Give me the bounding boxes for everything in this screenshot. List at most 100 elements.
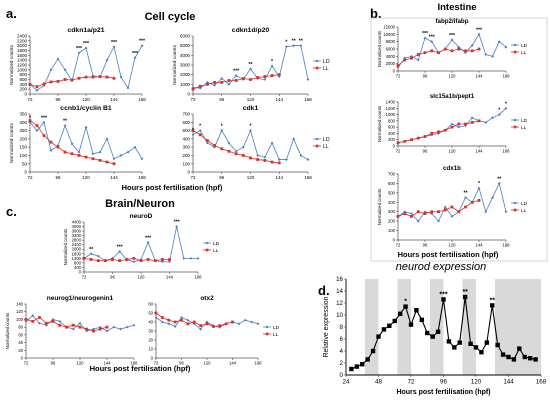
- data-point-ld: [437, 132, 440, 135]
- data-point-neurod: [500, 352, 506, 357]
- data-point-ll: [63, 150, 67, 154]
- data-point-ll: [234, 152, 238, 156]
- y-tick-label: 120: [16, 309, 24, 314]
- data-point-ll: [416, 136, 420, 140]
- y-tick-label: 6: [340, 336, 344, 343]
- y-tick-label: 50: [148, 310, 153, 315]
- data-point-ld: [199, 327, 203, 331]
- y-tick-label: 2: [340, 360, 344, 367]
- y-tick-label: 600: [388, 125, 396, 130]
- y-tick-label: 80: [18, 325, 23, 330]
- data-point-ll: [249, 78, 252, 81]
- data-point-ll: [241, 154, 245, 157]
- significance-marker: **: [292, 39, 297, 45]
- y-tick-label: 250: [19, 128, 27, 133]
- y-tick-label: 400: [74, 265, 82, 270]
- data-point-ll: [71, 323, 75, 327]
- data-point-ld: [396, 65, 400, 69]
- legend-label-ll: LL: [323, 66, 329, 72]
- chart-neurod-rnaseq: 0400800120016002000240028003200360040004…: [63, 213, 220, 280]
- data-point-ld: [241, 145, 245, 149]
- data-point-ll: [132, 256, 136, 260]
- x-tick-label: 168: [138, 97, 146, 102]
- data-point-ld: [118, 250, 122, 253]
- data-point-ld: [140, 157, 144, 161]
- data-point-ld: [457, 45, 461, 49]
- y-tick-label: 2000: [72, 247, 82, 252]
- data-point-ld: [49, 68, 53, 72]
- x-tick-label: 144: [476, 243, 484, 248]
- data-point-neurod: [484, 340, 490, 345]
- data-point-ld: [497, 182, 501, 185]
- data-point-ll: [249, 156, 252, 160]
- y-axis-label: Normalized counts: [377, 105, 382, 142]
- significance-marker: ***: [174, 220, 181, 226]
- data-point-ll: [396, 141, 400, 145]
- data-point-ld: [31, 314, 35, 317]
- x-tick-label: 144: [476, 74, 484, 79]
- data-point-ll: [430, 132, 434, 135]
- series-line-ld: [397, 107, 507, 144]
- data-point-neurod: [408, 322, 414, 327]
- x-tick-label: 168: [503, 74, 511, 79]
- data-point-ld: [168, 260, 171, 264]
- data-point-ll: [457, 122, 461, 126]
- y-tick-label: 20: [18, 348, 23, 353]
- legend-label-ld: LD: [273, 325, 280, 331]
- data-point-ld: [491, 54, 494, 58]
- data-point-ld: [237, 322, 241, 326]
- data-point-neurod: [441, 297, 446, 302]
- data-point-ll: [199, 324, 203, 327]
- chart-cdx1b: 0 100 200 300 400 500 600 700 72 96 120 144 168 cdx1b…: [377, 165, 528, 248]
- y-tick-label: 8000: [386, 39, 396, 44]
- x-tick-label: 120: [449, 74, 457, 79]
- y-axis-label: Normalized counts: [5, 312, 10, 349]
- data-point-ld: [189, 256, 193, 260]
- data-point-ll: [49, 140, 53, 144]
- data-point-ll: [112, 76, 116, 80]
- data-point-ll: [213, 144, 216, 147]
- data-point-ll: [241, 77, 245, 80]
- data-point-ll: [103, 259, 107, 263]
- data-point-ld: [213, 83, 216, 87]
- data-point-ll: [125, 258, 129, 261]
- data-point-ll: [42, 134, 46, 137]
- data-point-ld: [464, 124, 467, 127]
- y-tick-label: 0: [393, 237, 396, 242]
- data-point-ll: [35, 124, 39, 127]
- data-point-ll: [63, 78, 67, 81]
- x-tick-label: 168: [304, 97, 312, 102]
- y-tick-label: 10: [148, 346, 153, 351]
- data-point-ll: [98, 327, 102, 331]
- data-point-ll: [49, 80, 53, 84]
- series-line-ll: [29, 120, 115, 165]
- data-point-ld: [28, 120, 32, 124]
- data-point-ld: [250, 320, 254, 324]
- data-point-ld: [205, 141, 209, 145]
- x-tick-label: 168: [131, 361, 139, 366]
- y-tick-label: 200: [19, 136, 27, 141]
- y-tick-label: 200: [182, 153, 190, 158]
- x-tick-label: 72: [24, 361, 29, 366]
- y-tick-label: 1400: [17, 58, 28, 63]
- section-title-c: Brain/Neuron: [105, 198, 175, 210]
- y-tick-label: 1200: [386, 106, 396, 111]
- data-point-ll: [464, 122, 467, 126]
- data-point-ll: [51, 319, 55, 323]
- y-tick-label: 2000: [386, 61, 396, 66]
- data-point-ld: [437, 219, 440, 223]
- data-point-ll: [410, 215, 413, 218]
- data-point-ll: [192, 320, 196, 324]
- significance-marker: **: [463, 191, 468, 197]
- data-point-ll: [457, 47, 461, 51]
- data-point-ld: [70, 142, 74, 146]
- legend-label-ll: LL: [521, 208, 527, 214]
- y-tick-label: 2400: [17, 34, 28, 39]
- data-point-ll: [198, 84, 202, 88]
- data-point-ld: [403, 56, 407, 60]
- data-point-neurod: [414, 308, 419, 313]
- data-point-ll: [139, 259, 143, 263]
- y-tick-label: 200: [19, 87, 27, 92]
- significance-marker: ***: [76, 46, 83, 52]
- data-point-ll: [224, 322, 228, 326]
